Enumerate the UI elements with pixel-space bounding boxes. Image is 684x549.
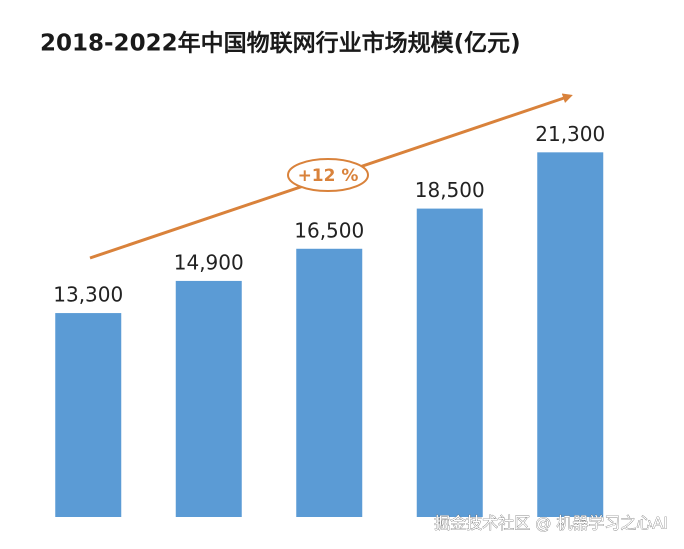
value-label: 18,500 [415, 178, 485, 202]
bar [537, 152, 604, 517]
bar [55, 313, 122, 517]
bar [296, 248, 363, 518]
value-label: 21,300 [535, 122, 605, 146]
bar [175, 280, 242, 517]
bar [416, 208, 483, 517]
annotation: +12 % [298, 166, 359, 186]
annotation-bubble [287, 158, 369, 192]
value-label: 13,300 [53, 283, 123, 307]
value-label: 16,500 [294, 218, 364, 242]
watermark: 掘金技术社区 @ 机器学习之心AI [434, 514, 668, 533]
chart-title: 2018-2022年中国物联网行业市场规模(亿元) [40, 30, 521, 57]
value-label: 14,900 [174, 250, 244, 274]
bars: 13,300 14,900 16,500 18,500 21,300 [53, 122, 605, 518]
